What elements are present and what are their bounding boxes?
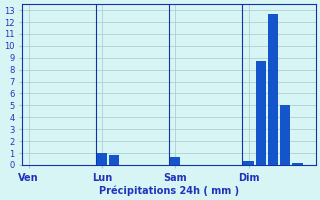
Bar [280, 105, 291, 165]
Bar [109, 155, 119, 165]
Bar [268, 14, 278, 165]
Bar [292, 163, 303, 165]
Bar [256, 61, 266, 165]
X-axis label: Précipitations 24h ( mm ): Précipitations 24h ( mm ) [99, 185, 239, 196]
Bar [97, 153, 107, 165]
Bar [170, 157, 180, 165]
Bar [244, 161, 254, 165]
